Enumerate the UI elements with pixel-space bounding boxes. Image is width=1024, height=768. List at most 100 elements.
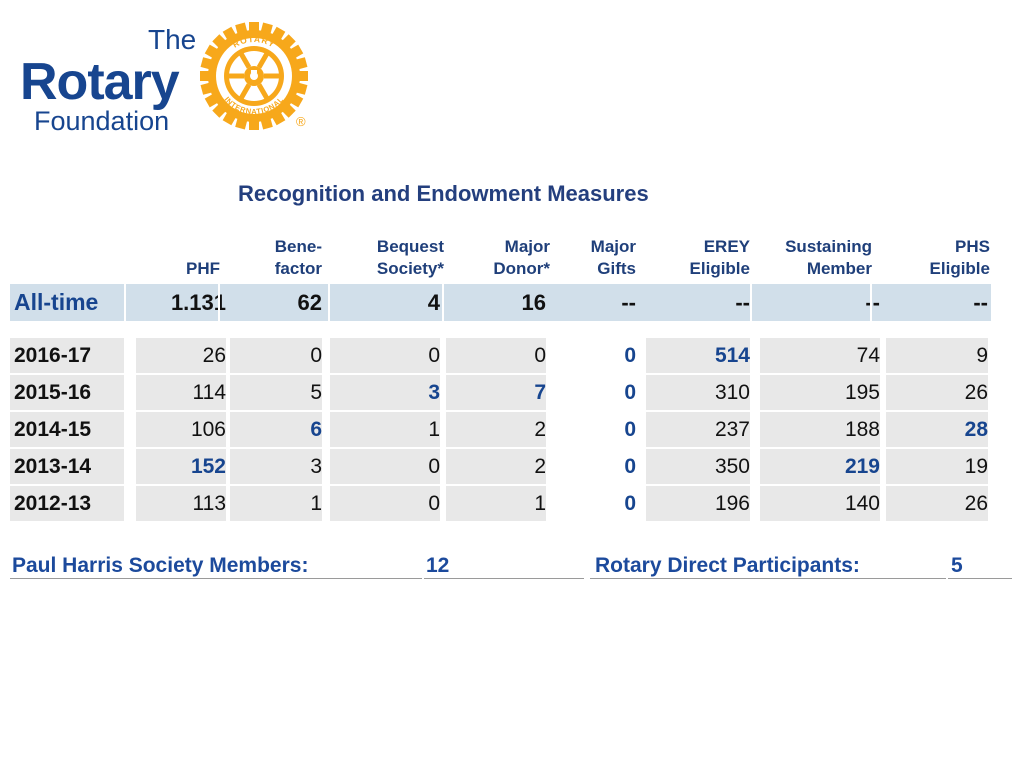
cell-sustaining-member: 140: [760, 486, 880, 521]
column-header-line2: PHF: [186, 259, 220, 278]
row-label: All-time: [14, 289, 99, 315]
cell-sustaining-member: 219: [760, 449, 880, 484]
logo-foundation-text: Foundation: [34, 106, 170, 136]
cell-phf: 26: [136, 338, 226, 373]
cell-benefactor: 5: [230, 375, 322, 410]
wheel-text-top: ROTARY: [231, 34, 276, 50]
cell-major-donor: 7: [446, 375, 546, 410]
column-header-line1: Major: [590, 237, 636, 256]
column-header-line1: Sustaining: [785, 237, 872, 256]
column-header-line2: Donor*: [493, 259, 550, 278]
cell-bequest-society: 4: [427, 289, 440, 315]
column-header-major-donor: Major Donor*: [450, 236, 550, 280]
cell-major-donor: 2: [446, 449, 546, 484]
registered-mark: ®: [296, 114, 306, 129]
column-header-line1: PHS: [955, 237, 990, 256]
cell-erey-eligible: 196: [646, 486, 750, 521]
table-row: 2015-16 114 5 3 7 0 310 195 26: [10, 375, 991, 410]
row-label: 2014-15: [10, 412, 124, 447]
cell-phs-eligible: 28: [886, 412, 988, 447]
cell-erey-eligible: 514: [646, 338, 750, 373]
underline: [948, 578, 1012, 579]
column-header-erey-eligible: EREY Eligible: [650, 236, 750, 280]
underline: [424, 578, 584, 579]
cell-bequest-society: 1: [330, 412, 440, 447]
row-label: 2013-14: [10, 449, 124, 484]
rotary-direct-label: Rotary Direct Participants:: [595, 554, 860, 577]
cell-phf: 114: [136, 375, 226, 410]
column-header-line1: Major: [504, 237, 550, 256]
cell-benefactor: 3: [230, 449, 322, 484]
column-headers: PHF Bene- factor Bequest Society* Major …: [0, 236, 1024, 282]
cell-sustaining-member: 188: [760, 412, 880, 447]
cell-bequest-society: 0: [330, 486, 440, 521]
cell-major-donor: 1: [446, 486, 546, 521]
phs-members-value: 12: [426, 554, 450, 577]
column-header-line2: Gifts: [597, 259, 636, 278]
rotary-foundation-logo: The Rotary Foundation ROTARY INTERNATION…: [10, 18, 320, 138]
cell-phf: 152: [136, 449, 226, 484]
wheel-spoke: [237, 83, 252, 102]
cell-benefactor: 1: [230, 486, 322, 521]
svg-text:ROTARY: ROTARY: [231, 34, 277, 50]
wheel-tooth: [249, 120, 259, 130]
column-divider: [124, 284, 126, 321]
column-divider: [870, 284, 872, 321]
cell-bequest-society: 0: [330, 338, 440, 373]
wheel-spoke: [237, 50, 252, 69]
wheel-tooth: [200, 71, 210, 81]
wheel-tooth: [249, 22, 259, 32]
cell-phs-eligible: --: [973, 289, 988, 315]
cell-phf: 113: [136, 486, 226, 521]
column-header-line2: Eligible: [689, 259, 750, 278]
underline: [10, 578, 422, 579]
table-row-all-time: All-time 1.131 62 4 16 -- -- -- --: [10, 284, 991, 321]
cell-erey-eligible: --: [735, 289, 750, 315]
cell-sustaining-member: --: [865, 289, 880, 315]
column-header-bequest-society: Bequest Society*: [330, 236, 444, 280]
cell-phf: 106: [136, 412, 226, 447]
cell-major-gifts: 0: [624, 454, 636, 478]
cell-sustaining-member: 74: [760, 338, 880, 373]
cell-bequest-society: 3: [330, 375, 440, 410]
cell-phs-eligible: 9: [886, 338, 988, 373]
column-header-sustaining-member: Sustaining Member: [760, 236, 872, 280]
underline: [590, 578, 946, 579]
column-header-major-gifts: Major Gifts: [560, 236, 636, 280]
cell-erey-eligible: 310: [646, 375, 750, 410]
column-divider: [328, 284, 330, 321]
cell-major-gifts: 0: [624, 343, 636, 367]
row-label: 2012-13: [10, 486, 124, 521]
rotary-wheel-icon: ROTARY INTERNATIONAL: [200, 22, 308, 130]
wheel-tooth: [298, 71, 308, 81]
column-divider: [442, 284, 444, 321]
cell-major-donor: 16: [521, 289, 546, 315]
cell-major-gifts: 0: [624, 417, 636, 441]
cell-major-gifts: 0: [624, 380, 636, 404]
cell-bequest-society: 0: [330, 449, 440, 484]
cell-benefactor: 62: [297, 289, 322, 315]
cell-benefactor: 6: [230, 412, 322, 447]
column-header-line2: Member: [806, 259, 872, 278]
cell-erey-eligible: 237: [646, 412, 750, 447]
wheel-spoke: [256, 50, 271, 69]
column-header-line1: Bequest: [376, 237, 444, 256]
column-divider: [218, 284, 220, 321]
column-header-benefactor: Bene- factor: [230, 236, 322, 280]
logo-rotary-text: Rotary: [20, 53, 180, 111]
cell-benefactor: 0: [230, 338, 322, 373]
table-row: 2013-14 152 3 0 2 0 350 219 19: [10, 449, 991, 484]
cell-major-gifts: 0: [624, 491, 636, 515]
table-row: 2016-17 26 0 0 0 0 514 74 9: [10, 338, 991, 373]
cell-phs-eligible: 26: [886, 375, 988, 410]
cell-sustaining-member: 195: [760, 375, 880, 410]
column-header-line2: factor: [274, 259, 322, 278]
column-header-line1: [130, 236, 220, 258]
column-header-phs-eligible: PHS Eligible: [900, 236, 990, 280]
wheel-spoke: [256, 83, 271, 102]
rotary-direct-value: 5: [951, 554, 963, 577]
cell-phf: 1.131: [170, 289, 226, 315]
logo-the-text: The: [148, 24, 197, 55]
cell-phs-eligible: 26: [886, 486, 988, 521]
column-header-line1: EREY: [703, 237, 750, 256]
